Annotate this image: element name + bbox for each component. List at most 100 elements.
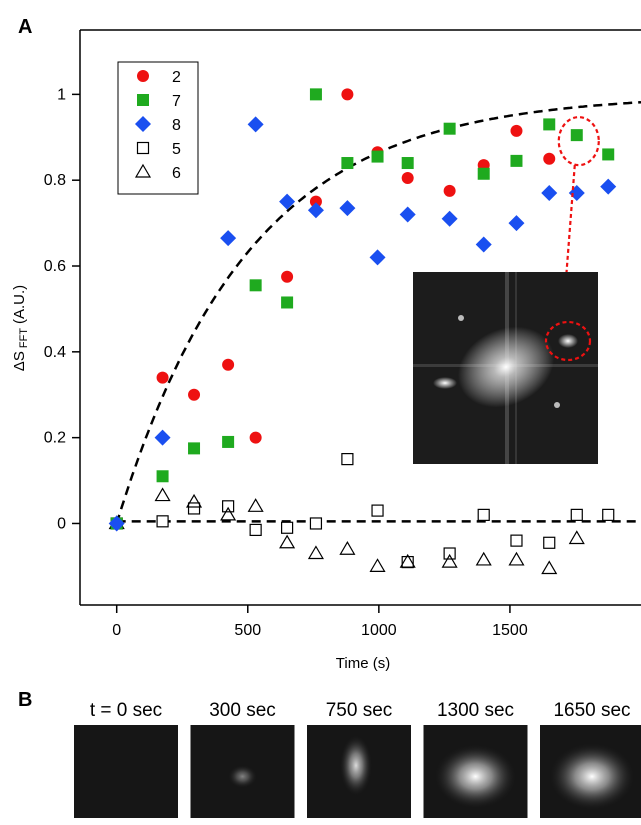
data-point-series-5 (341, 453, 354, 466)
y-tick-label: 0.6 (44, 258, 66, 275)
legend-items: 2 7 8 5 6 (134, 69, 181, 182)
data-point-series-2 (222, 358, 235, 371)
y-axis-title-suffix: (A.U.) (11, 285, 28, 324)
time-lapse-frames: t = 0 sec 300 sec 750 sec 1300 sec 1650 sec (74, 700, 641, 818)
data-point-series-5 (222, 500, 235, 513)
legend-label-series-2: 2 (172, 69, 181, 86)
data-point-series-6 (399, 553, 416, 568)
legend-label-series-5: 5 (172, 141, 181, 158)
data-point-series-6 (220, 506, 237, 521)
frame-glow-4 (549, 743, 635, 810)
data-point-series-6 (307, 545, 324, 560)
legend-box (117, 61, 199, 195)
data-point-series-8 (399, 206, 416, 223)
fft-inset-small-spot-2 (554, 402, 560, 408)
data-point-series-6 (475, 551, 492, 566)
data-point-series-8 (541, 185, 558, 202)
data-point-series-8 (307, 202, 324, 219)
data-point-series-2 (188, 388, 201, 401)
data-point-series-8 (508, 215, 525, 232)
data-point-series-8 (441, 210, 458, 227)
data-point-series-6 (369, 558, 386, 572)
data-point-series-5 (309, 517, 323, 530)
frame-label-0: t = 0 sec (90, 700, 162, 721)
data-point-series-6 (185, 493, 203, 508)
y-ticks: 0 0.2 0.4 0.6 0.8 1 (44, 86, 80, 532)
data-point-series-8 (600, 178, 617, 195)
data-point-series-6 (279, 534, 296, 549)
panel-letter-b: B (18, 689, 32, 711)
data-point-series-7 (602, 148, 615, 161)
data-point-series-2 (156, 371, 169, 384)
data-point-series-6 (339, 541, 356, 555)
y-tick-label: 0.4 (44, 344, 66, 361)
panel-letter-a: A (18, 16, 32, 38)
frame-label-1: 300 sec (209, 700, 276, 721)
data-point-series-7 (443, 122, 456, 135)
legend-marker-series-8 (135, 116, 151, 132)
data-point-series-2 (443, 184, 456, 197)
data-point-series-5 (477, 508, 490, 521)
data-point-series-7 (510, 154, 523, 167)
y-tick-label: 1 (57, 86, 66, 103)
data-point-series-8 (108, 515, 125, 532)
data-point-series-8 (475, 236, 492, 253)
x-ticks: 0 500 1000 1500 (112, 605, 528, 639)
y-axis-title-prefix: ΔS (11, 351, 28, 371)
legend: 2 7 8 5 6 (117, 61, 199, 195)
highlight-circle (557, 116, 600, 167)
fft-inset-center-glow (457, 326, 555, 408)
data-point-series-5 (570, 508, 583, 521)
x-tick-label: 1000 (361, 622, 397, 639)
legend-marker-series-2 (137, 70, 149, 82)
data-point-series-6 (508, 551, 525, 566)
data-point-series-7 (477, 167, 490, 180)
data-point-series-2 (341, 88, 354, 101)
data-point-series-8 (279, 193, 296, 210)
legend-label-series-7: 7 (172, 93, 181, 110)
legend-label-series-6: 6 (172, 165, 181, 182)
data-point-series-6 (568, 530, 585, 545)
frame-image-0 (74, 725, 178, 818)
fft-inset-image (413, 272, 598, 464)
data-point-series-2 (510, 124, 523, 137)
legend-label-series-8: 8 (172, 117, 181, 134)
fft-inset-small-spot-1 (458, 315, 464, 321)
plot-area: 0 0.2 0.4 0.6 0.8 1 0 500 1000 1500 Time (s) ΔS F… (11, 29, 641, 672)
data-point-series-5 (510, 534, 523, 547)
data-point-series-7 (543, 118, 556, 131)
data-point-series-5 (371, 504, 384, 517)
data-point-series-7 (281, 296, 294, 309)
data-point-series-7 (249, 279, 262, 292)
data-point-series-2 (281, 270, 294, 283)
data-point-series-8 (568, 185, 585, 202)
x-tick-label: 0 (112, 622, 121, 639)
frame-glow-2 (340, 735, 372, 796)
data-point-series-6 (541, 560, 558, 575)
data-point-series-5 (249, 523, 262, 537)
data-point-series-7 (371, 150, 384, 163)
frame-glow-1 (228, 765, 257, 788)
data-point-series-5 (443, 547, 456, 560)
data-point-series-2 (309, 195, 322, 208)
data-point-series-6 (247, 498, 264, 512)
data-point-series-8 (369, 249, 386, 266)
data-point-series-5 (602, 508, 615, 521)
y-axis-title-subscript: FFT (18, 328, 30, 348)
y-tick-label: 0 (57, 515, 66, 532)
frame-label-4: 1650 sec (553, 700, 630, 721)
fft-inset-spot-circle (544, 320, 592, 362)
data-point-series-7 (156, 470, 169, 483)
y-tick-label: 0.2 (44, 430, 66, 447)
data-point-series-5 (543, 536, 556, 549)
data-markers (108, 88, 617, 575)
data-point-series-7 (309, 88, 322, 101)
frame-label-3: 1300 sec (437, 700, 514, 721)
data-point-series-8 (154, 429, 171, 446)
data-point-series-2 (401, 172, 414, 185)
data-point-series-7 (188, 442, 201, 455)
fft-inset-right-spot (558, 334, 578, 348)
x-axis-title: Time (s) (336, 655, 390, 672)
y-axis-title: ΔS FFT (A.U.) (11, 285, 30, 371)
